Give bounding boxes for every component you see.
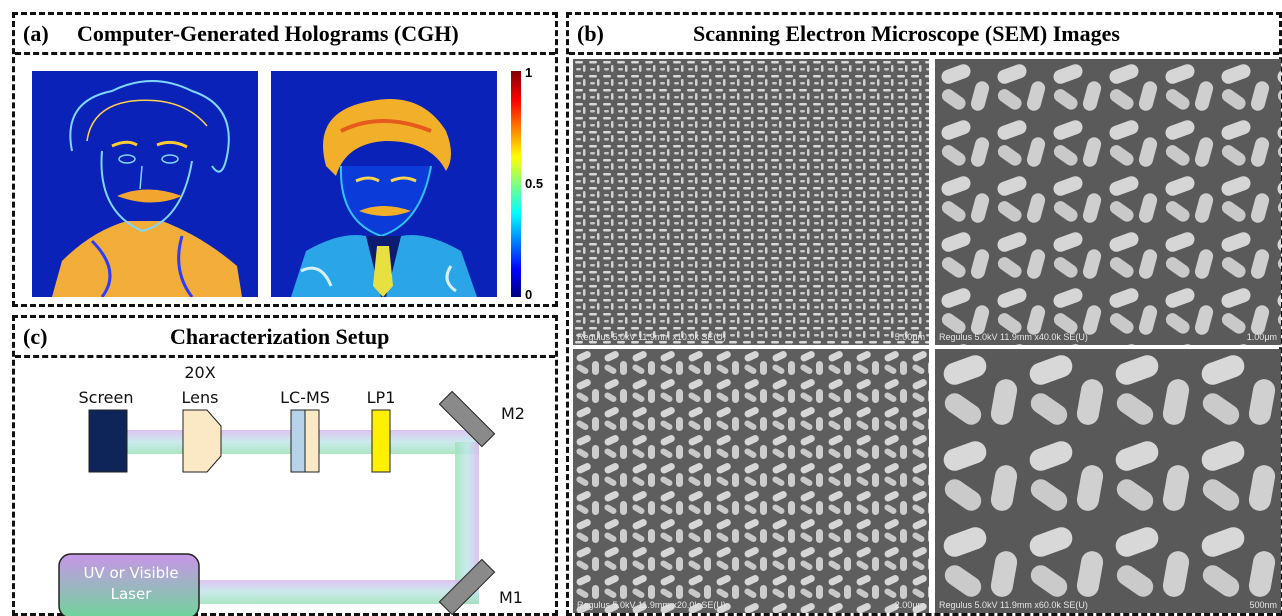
panel-a-title-bar: (a) Computer-Generated Holograms (CGH) bbox=[15, 15, 555, 55]
sem-image-40k: Regulus 5.0kV 11.9mm x40.0k SE(U) 1.00μm bbox=[935, 59, 1281, 345]
panel-c-title-bar: (c) Characterization Setup bbox=[15, 318, 555, 358]
lcms-label: LC-MS bbox=[280, 388, 330, 407]
hologram-einstein bbox=[32, 71, 258, 297]
sem-image-10k-pattern bbox=[573, 59, 929, 345]
m1-label: M1 bbox=[499, 588, 523, 607]
colorbar bbox=[511, 71, 521, 297]
sem-image-60k: Regulus 5.0kV 11.9mm x60.0k SE(U) 500nm bbox=[935, 349, 1281, 613]
setup-diagram bbox=[58, 390, 496, 616]
sem-scale-60k: 500nm bbox=[1249, 600, 1277, 610]
panel-b-tag: (b) bbox=[577, 21, 604, 46]
panel-b: (b) Scanning Electron Microscope (SEM) I… bbox=[566, 12, 1282, 616]
lens-label-line2: Lens bbox=[181, 388, 219, 407]
colorbar-tick-mid: 0.5 bbox=[525, 176, 544, 191]
lp1-shape bbox=[371, 409, 391, 473]
colorbar-tick-max: 1 bbox=[525, 65, 533, 80]
lens-label-line1: 20X bbox=[184, 363, 216, 382]
panel-a: (a) Computer-Generated Holograms (CGH) bbox=[12, 12, 558, 307]
sem-image-10k: Regulus 5.0kV 11.9mm x10.0k SE(U) 5.00μm bbox=[573, 59, 929, 345]
hologram-portrait bbox=[271, 71, 497, 297]
sem-scale-20k: 2.00μm bbox=[894, 600, 925, 610]
lcms-left-shape bbox=[290, 409, 306, 473]
screen-shape bbox=[88, 409, 128, 473]
sem-image-20k-pattern bbox=[573, 349, 929, 613]
sem-caption-20k: Regulus 5.0kV 11.9mm x20.0k SE(U) bbox=[577, 600, 726, 610]
panel-c-tag: (c) bbox=[23, 324, 48, 349]
m2-label: M2 bbox=[501, 404, 525, 423]
panel-a-title: Computer-Generated Holograms (CGH) bbox=[77, 21, 459, 46]
hologram-portrait-image bbox=[271, 71, 497, 297]
sem-scale-10k: 5.00μm bbox=[894, 332, 925, 342]
screen-label: Screen bbox=[78, 388, 134, 407]
hologram-einstein-image bbox=[32, 71, 258, 297]
panel-c: (c) Characterization Setup bbox=[12, 315, 558, 616]
colorbar-tick-min: 0 bbox=[525, 287, 533, 302]
sem-image-40k-pattern bbox=[935, 59, 1281, 345]
lcms-right-shape bbox=[304, 409, 320, 473]
laser-label-line2: Laser bbox=[110, 585, 152, 603]
sem-scale-40k: 1.00μm bbox=[1246, 332, 1277, 342]
beam-bottom bbox=[195, 580, 479, 604]
laser-label-line1: UV or Visible bbox=[83, 564, 179, 582]
lens-shape bbox=[182, 409, 222, 473]
sem-caption-60k: Regulus 5.0kV 11.9mm x60.0k SE(U) bbox=[939, 600, 1088, 610]
sem-caption-40k: Regulus 5.0kV 11.9mm x40.0k SE(U) bbox=[939, 332, 1088, 342]
lp1-label: LP1 bbox=[366, 388, 396, 407]
panel-c-title: Characterization Setup bbox=[170, 324, 390, 349]
sem-image-60k-pattern bbox=[935, 349, 1281, 613]
panel-a-tag: (a) bbox=[23, 21, 49, 46]
laser-shape bbox=[58, 553, 200, 616]
panel-b-title-bar: (b) Scanning Electron Microscope (SEM) I… bbox=[569, 15, 1279, 55]
m2-shape bbox=[438, 390, 496, 448]
panel-b-title: Scanning Electron Microscope (SEM) Image… bbox=[693, 21, 1120, 46]
sem-image-20k: Regulus 5.0kV 11.9mm x20.0k SE(U) 2.00μm bbox=[573, 349, 929, 613]
sem-caption-10k: Regulus 5.0kV 11.9mm x10.0k SE(U) bbox=[577, 332, 726, 342]
m1-shape bbox=[438, 558, 496, 616]
